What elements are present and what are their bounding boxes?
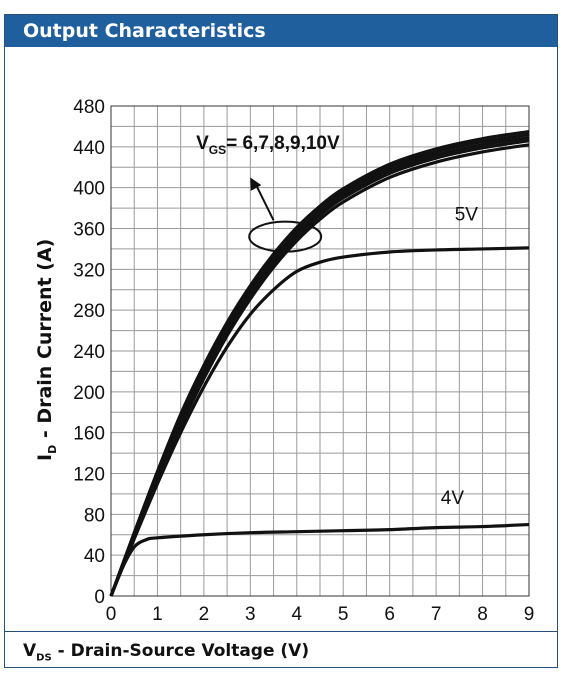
annotation-5v: 5V xyxy=(455,204,479,225)
y-tick-label: 440 xyxy=(73,138,105,159)
y-tick-label: 400 xyxy=(73,179,105,200)
annotation-vgs: VGS= 6,7,8,9,10V xyxy=(196,133,340,157)
grid xyxy=(110,105,530,597)
x-tick-label: 1 xyxy=(152,604,163,625)
gs-group-ellipse xyxy=(248,220,323,253)
x-tick-label: 4 xyxy=(291,604,302,625)
y-tick-label: 240 xyxy=(73,342,105,363)
x-tick-label: 9 xyxy=(524,604,535,625)
series-line-vgs-4v xyxy=(109,522,530,597)
y-tick-label: 280 xyxy=(73,301,105,322)
annotations: VGS= 6,7,8,9,10V 5V 4V xyxy=(196,133,478,509)
gs-arrow-line xyxy=(254,183,275,221)
y-tick-label: 160 xyxy=(73,424,105,445)
chart-panel: Output Characteristics 0 40 80 120 160 200 240… xyxy=(4,14,558,668)
x-tick-label: 8 xyxy=(477,604,488,625)
y-tick-label: 360 xyxy=(73,220,105,241)
x-tick-label: 5 xyxy=(338,604,349,625)
y-tick-label: 480 xyxy=(73,97,105,118)
y-tick-label: 320 xyxy=(73,260,105,281)
y-axis-label: ID - Drain Current (A) xyxy=(34,239,59,461)
y-tick-label: 120 xyxy=(73,465,105,486)
x-axis-label: VDS - Drain-Source Voltage (V) xyxy=(5,631,557,669)
y-tick-label: 0 xyxy=(94,587,105,608)
series-line-vgs-6v xyxy=(109,143,530,597)
y-tick-label: 200 xyxy=(73,383,105,404)
output-characteristics-chart: 0 40 80 120 160 200 240 280 320 360 400 440 480 0 1 2 3… xyxy=(34,97,535,625)
plot-border xyxy=(110,105,530,597)
gs-arrow-head xyxy=(250,177,262,191)
panel-title: Output Characteristics xyxy=(5,15,557,47)
x-tick-label: 7 xyxy=(431,604,442,625)
x-tick-label: 0 xyxy=(106,604,117,625)
x-tick-label: 2 xyxy=(199,604,210,625)
series-line-vgs-5v xyxy=(109,246,530,597)
x-tick-label: 6 xyxy=(384,604,395,625)
y-tick-label: 80 xyxy=(84,505,105,526)
x-tick-labels: 0 1 2 3 4 5 6 7 8 9 xyxy=(106,604,535,625)
x-tick-label: 3 xyxy=(245,604,256,625)
series-lines xyxy=(109,129,530,597)
y-tick-label: 40 xyxy=(84,546,105,567)
y-tick-labels: 0 40 80 120 160 200 240 280 320 360 400 440 480 xyxy=(73,97,105,608)
annotation-4v: 4V xyxy=(441,488,465,509)
